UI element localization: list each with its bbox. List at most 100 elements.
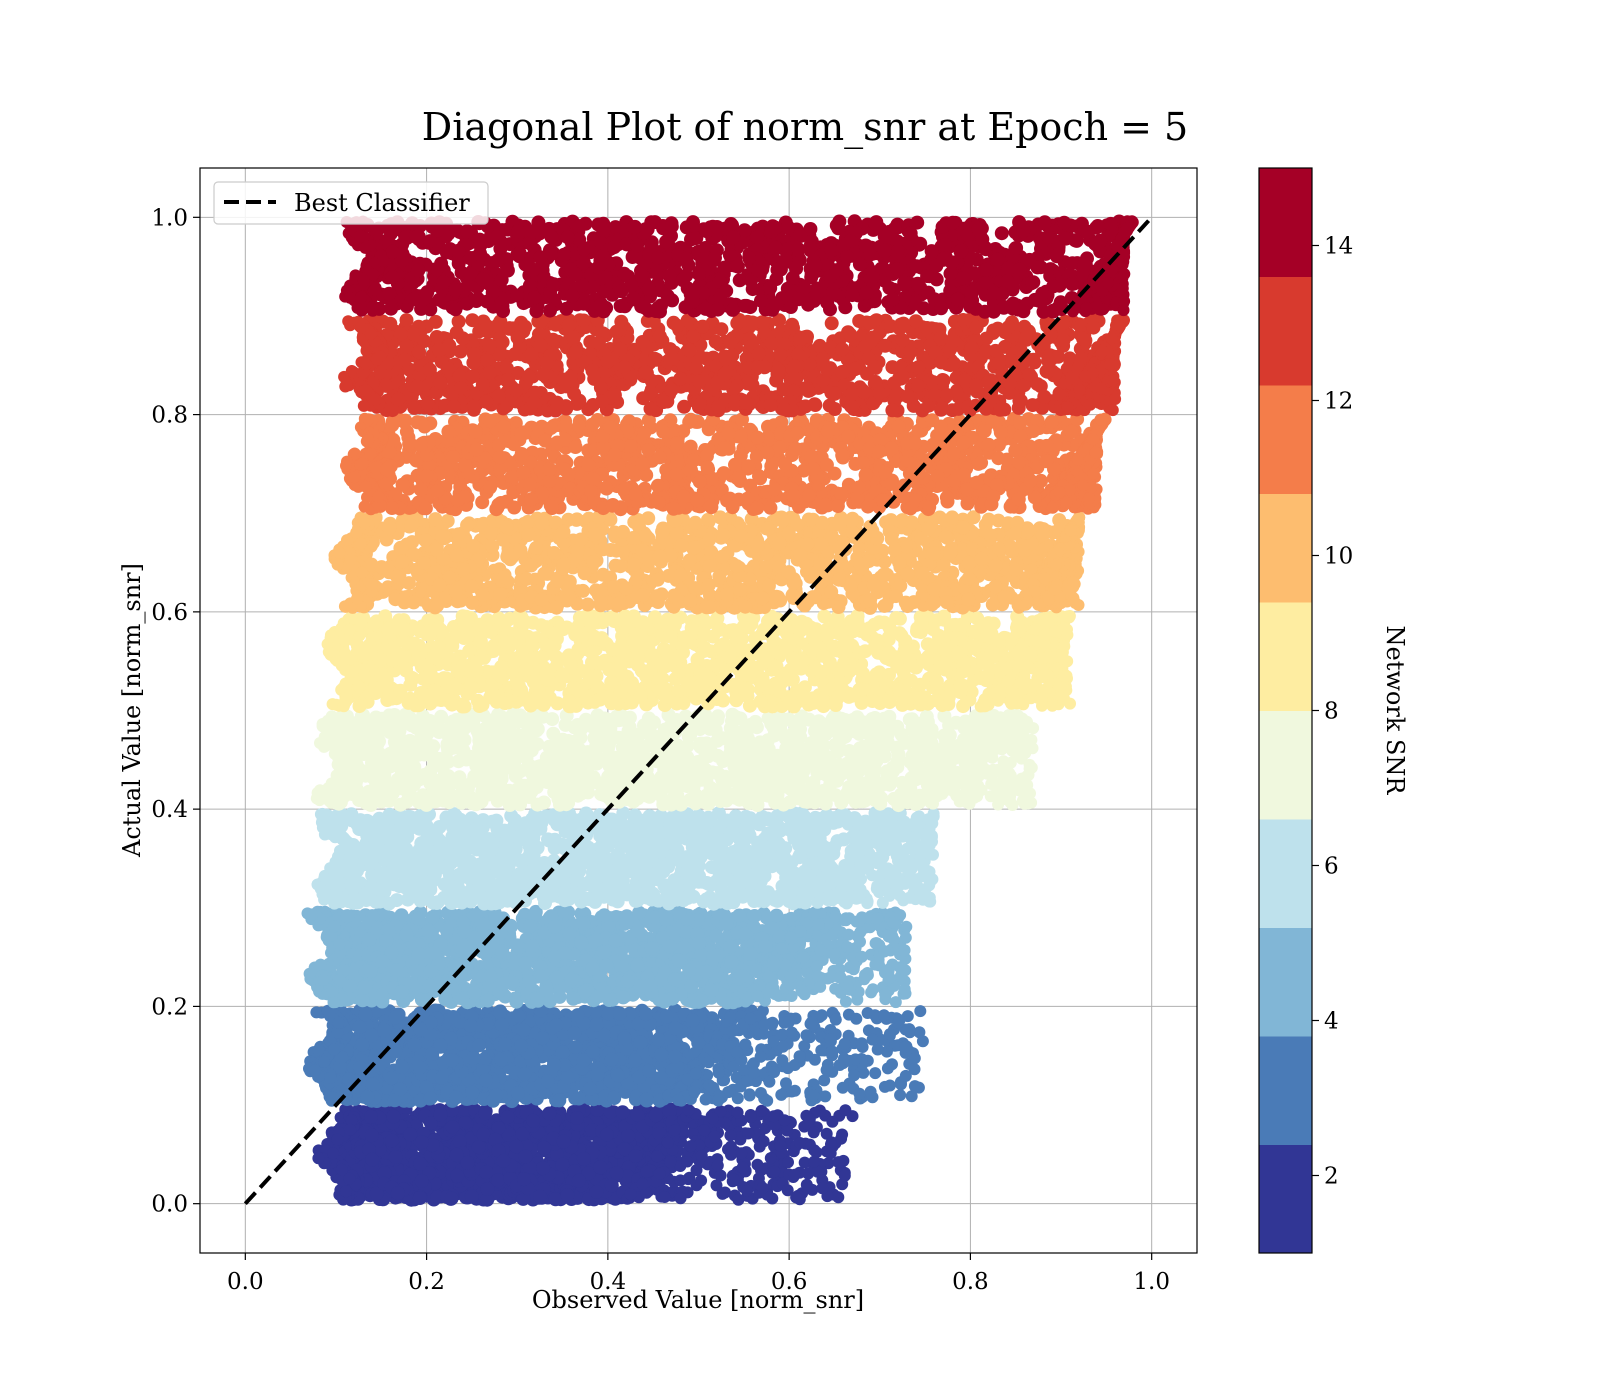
scatter-point bbox=[702, 1056, 715, 1069]
scatter-point bbox=[812, 970, 825, 983]
scatter-point bbox=[682, 1104, 695, 1116]
scatter-point bbox=[445, 1120, 460, 1135]
scatter-point bbox=[488, 1132, 503, 1147]
scatter-point bbox=[423, 978, 437, 993]
scatter-point bbox=[898, 944, 911, 957]
scatter-point bbox=[562, 926, 577, 941]
scatter-point bbox=[560, 1070, 575, 1085]
scatter-point bbox=[317, 973, 330, 986]
scatter-point bbox=[589, 1017, 604, 1032]
scatter-point bbox=[815, 1009, 828, 1022]
scatter-point bbox=[878, 1080, 891, 1093]
scatter-point bbox=[570, 1111, 584, 1125]
scatter-point bbox=[355, 993, 370, 1008]
scatter-point bbox=[724, 1129, 737, 1142]
scatter-point bbox=[488, 909, 503, 924]
scatter-point bbox=[423, 964, 438, 979]
scatter-point bbox=[732, 1193, 745, 1206]
scatter-point bbox=[523, 919, 537, 934]
scatter-point bbox=[783, 1015, 795, 1028]
scatter-point bbox=[624, 1188, 637, 1201]
scatter-point bbox=[764, 1152, 777, 1165]
scatter-point bbox=[480, 993, 495, 1008]
scatter-point bbox=[814, 980, 827, 993]
scatter-point bbox=[463, 1018, 478, 1033]
scatter-point bbox=[628, 1149, 643, 1163]
scatter-point bbox=[413, 1156, 428, 1171]
scatter-point bbox=[708, 1130, 721, 1143]
scatter-point bbox=[423, 1091, 438, 1106]
scatter-point bbox=[615, 1105, 630, 1120]
scatter-point bbox=[735, 1147, 748, 1160]
scatter-point bbox=[609, 1166, 624, 1181]
scatter-point bbox=[807, 1089, 820, 1102]
scatter-point bbox=[869, 937, 882, 950]
scatter-point bbox=[352, 1020, 367, 1034]
scatter-point bbox=[639, 1092, 654, 1107]
scatter-point bbox=[751, 990, 764, 1003]
scatter-point bbox=[651, 1150, 663, 1163]
scatter-point bbox=[736, 1161, 749, 1174]
scatter-point bbox=[723, 939, 738, 954]
scatter-point bbox=[433, 1107, 448, 1122]
scatter-point bbox=[483, 969, 498, 984]
scatter-point bbox=[556, 1134, 571, 1149]
scatter-point bbox=[628, 1053, 642, 1068]
scatter-point bbox=[421, 923, 436, 938]
scatter-point bbox=[695, 1174, 708, 1187]
scatter-point bbox=[704, 983, 719, 998]
scatter-point bbox=[328, 920, 341, 933]
scatter-point bbox=[593, 1160, 608, 1175]
scatter-point bbox=[636, 1178, 649, 1190]
scatter-point bbox=[784, 970, 797, 983]
scatter-point bbox=[425, 1138, 440, 1152]
scatter-point bbox=[798, 1156, 811, 1169]
scatter-point bbox=[756, 1182, 769, 1194]
scatter-point bbox=[747, 909, 762, 923]
scatter-point bbox=[327, 996, 340, 1009]
scatter-point bbox=[388, 1150, 403, 1164]
scatter-point bbox=[648, 1108, 663, 1123]
scatter-point bbox=[751, 1158, 764, 1171]
scatter-point bbox=[689, 1067, 702, 1080]
scatter-point bbox=[824, 1033, 837, 1045]
scatter-point bbox=[767, 1035, 780, 1048]
scatter-band-2 bbox=[303, 1003, 929, 1109]
scatter-point bbox=[743, 946, 758, 961]
scatter-point bbox=[903, 1023, 916, 1036]
scatter-point bbox=[633, 1035, 648, 1050]
scatter-point bbox=[555, 1045, 570, 1060]
scatter-point bbox=[511, 1086, 525, 1101]
scatter-point bbox=[324, 1071, 337, 1084]
scatter-point bbox=[505, 975, 519, 990]
scatter-point bbox=[631, 923, 646, 938]
scatter-point bbox=[668, 1021, 683, 1036]
scatter-point bbox=[839, 1104, 852, 1117]
scatter-point bbox=[727, 1173, 740, 1186]
scatter-point bbox=[385, 1133, 399, 1148]
scatter-point bbox=[642, 1064, 657, 1078]
scatter-point bbox=[519, 1139, 534, 1154]
scatter-point bbox=[570, 1008, 585, 1023]
scatter-point bbox=[604, 1052, 619, 1067]
scatter-point bbox=[684, 979, 699, 994]
scatter-point bbox=[788, 1168, 801, 1181]
scatter-point bbox=[365, 1152, 380, 1167]
scatter-point bbox=[430, 1189, 445, 1204]
scatter-point bbox=[494, 1017, 509, 1032]
scatter-point bbox=[811, 960, 823, 973]
scatter-point bbox=[511, 1008, 526, 1023]
scatter-point bbox=[889, 996, 902, 1009]
scatter-point bbox=[446, 1010, 461, 1024]
scatter-point bbox=[653, 1167, 666, 1180]
scatter-point bbox=[340, 909, 355, 924]
scatter-point bbox=[586, 1044, 601, 1059]
scatter-point bbox=[465, 1085, 480, 1100]
scatter-point bbox=[535, 1031, 550, 1046]
scatter-point bbox=[526, 1113, 541, 1128]
scatter-point bbox=[571, 1173, 586, 1188]
scatter-point bbox=[908, 1080, 921, 1093]
scatter-point bbox=[365, 1077, 380, 1092]
scatter-point bbox=[364, 1109, 378, 1124]
scatter-point bbox=[478, 1106, 493, 1121]
